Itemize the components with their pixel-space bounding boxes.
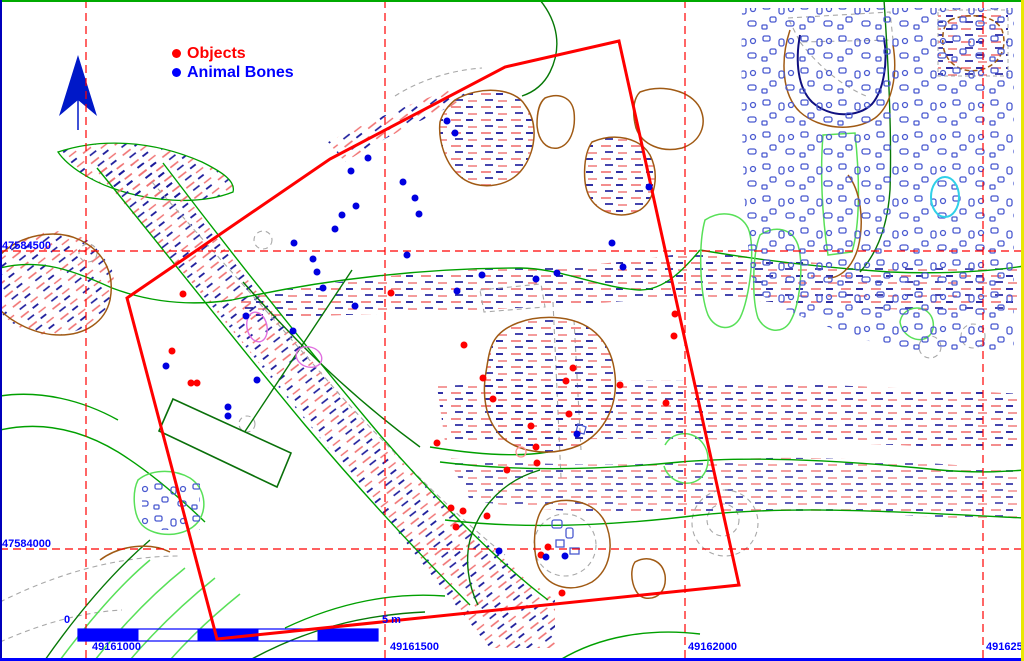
object-marker [168,347,176,355]
animal-bone-marker [224,412,232,420]
object-marker [433,439,441,447]
object-marker [527,422,535,430]
animal-bone-marker [331,225,339,233]
object-marker [187,379,195,387]
animal-bone-marker [290,239,298,247]
object-marker [569,364,577,372]
object-marker [558,589,566,597]
object-marker [459,507,467,515]
object-marker [544,543,552,551]
scale-bar-end-label: 5 m [382,614,401,626]
object-marker [460,341,468,349]
animal-bone-marker [415,210,423,218]
legend-item-animal-bones: Animal Bones [172,63,294,82]
animal-bone-marker [478,271,486,279]
object-marker [616,381,624,389]
object-marker [533,459,541,467]
frame-edge-left [0,0,2,661]
x-grid-label-2: 49162000 [688,641,737,653]
animal-bone-marker [162,362,170,370]
object-marker [387,289,395,297]
object-marker [562,377,570,385]
survey-area-outline [125,39,741,641]
find-markers [162,117,679,597]
object-marker [532,443,540,451]
object-marker [670,332,678,340]
legend-label: Objects [187,44,246,62]
animal-bone-marker [403,251,411,259]
animal-bone-marker [619,263,627,271]
animal-bone-marker [561,552,569,560]
y-grid-label-1: 47584000 [2,538,51,550]
object-marker [452,523,460,531]
animal-bone-marker [399,178,407,186]
animal-bone-marker [553,269,561,277]
animal-bone-marker [319,284,327,292]
animal-bone-marker [451,129,459,137]
animal-bone-marker [453,287,461,295]
animal-bone-marker [542,553,550,561]
animal-bones-marker-icon [172,68,181,77]
frame-edge-bottom [0,658,1024,661]
animal-bone-marker [242,312,250,320]
x-grid-label-3: 49162500 [986,641,1024,653]
animal-bone-marker [608,239,616,247]
animal-bone-marker [495,547,503,555]
object-marker [193,379,201,387]
y-grid-label-0: 47584500 [2,240,51,252]
animal_bones-layer [162,117,653,561]
scale-bar-zero-label: 0 [64,614,71,626]
north-arrow-icon [59,55,97,130]
animal-bone-marker [289,327,297,335]
animal-bone-marker [573,430,581,438]
x-grid-label-0: 49161000 [92,641,141,653]
animal-bone-marker [347,167,355,175]
animal-bone-marker [411,194,419,202]
animal-bone-marker [352,202,360,210]
object-marker [483,512,491,520]
objects-layer [168,289,679,597]
animal-bone-marker [351,302,359,310]
object-marker [671,310,679,318]
scale-bar [77,628,379,642]
object-marker [179,290,187,298]
legend-label: Animal Bones [187,63,294,81]
object-marker [662,399,670,407]
legend: Objects Animal Bones [172,44,294,82]
legend-item-objects: Objects [172,44,294,63]
animal-bone-marker [253,376,261,384]
object-marker [565,410,573,418]
frame-edge-right [1021,0,1024,661]
animal-bone-marker [532,275,540,283]
animal-bone-marker [443,117,451,125]
animal-bone-marker [338,211,346,219]
animal-bone-marker [364,154,372,162]
object-marker [447,504,455,512]
x-grid-label-1: 49161500 [390,641,439,653]
animal-bone-marker [645,183,653,191]
animal-bone-marker [309,255,317,263]
object-marker [503,466,511,474]
objects-marker-icon [172,49,181,58]
object-marker [479,374,487,382]
frame-edge-top [0,0,1024,2]
animal-bone-marker [313,268,321,276]
object-marker [489,395,497,403]
animal-bone-marker [224,403,232,411]
